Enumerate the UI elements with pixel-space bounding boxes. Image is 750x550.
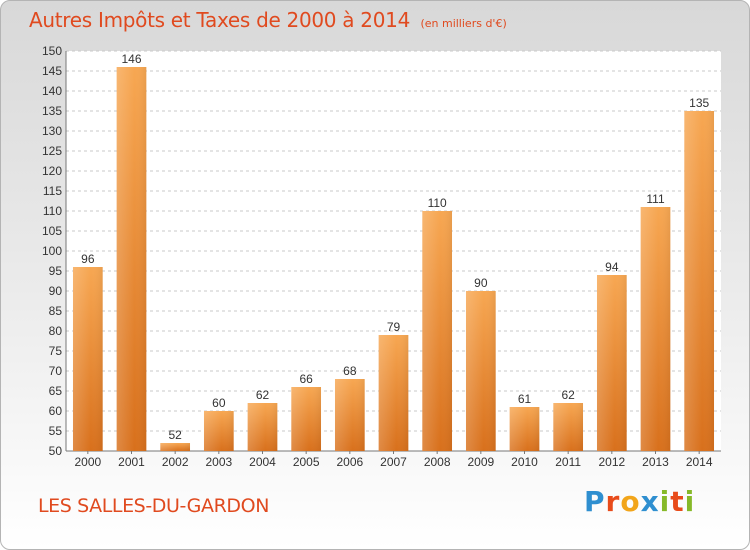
bar-shade xyxy=(596,275,627,451)
data-label: 94 xyxy=(605,260,619,274)
bar-shade xyxy=(465,291,496,451)
y-tick-label: 65 xyxy=(49,384,63,398)
x-tick-label: 2014 xyxy=(686,455,713,469)
bar-shade xyxy=(247,403,278,451)
x-tick-label: 2010 xyxy=(511,455,538,469)
x-tick-label: 2013 xyxy=(642,455,669,469)
bar-shade xyxy=(160,443,191,451)
bar-shade xyxy=(203,411,234,451)
y-tick-label: 145 xyxy=(42,64,62,78)
data-label: 96 xyxy=(81,252,95,266)
chart-title: Autres Impôts et Taxes de 2000 à 2014 xyxy=(29,8,410,32)
bar-shade xyxy=(640,207,671,451)
x-tick-label: 2007 xyxy=(380,455,407,469)
logo-letter: i xyxy=(659,485,671,518)
data-label: 60 xyxy=(212,396,226,410)
title-row: Autres Impôts et Taxes de 2000 à 2014 (e… xyxy=(29,8,507,32)
x-tick-label: 2005 xyxy=(293,455,320,469)
x-tick-label: 2001 xyxy=(118,455,145,469)
y-tick-label: 70 xyxy=(49,364,63,378)
y-tick-label: 75 xyxy=(49,344,63,358)
bar-shade xyxy=(378,335,409,451)
y-tick-label: 110 xyxy=(43,204,62,218)
logo-letter: x xyxy=(640,485,660,518)
logo-letter: o xyxy=(620,485,641,518)
data-label: 52 xyxy=(168,428,182,442)
y-tick-label: 95 xyxy=(49,264,63,278)
x-tick-label: 2000 xyxy=(74,455,101,469)
y-tick-label: 80 xyxy=(49,324,63,338)
y-tick-label: 125 xyxy=(42,144,62,158)
data-label: 79 xyxy=(387,320,401,334)
y-tick-label: 50 xyxy=(49,444,63,458)
y-tick-label: 100 xyxy=(42,244,62,258)
bar-shade xyxy=(334,379,365,451)
x-tick-label: 2008 xyxy=(424,455,451,469)
x-tick-label: 2002 xyxy=(162,455,189,469)
chart-subtitle: (en milliers d'€) xyxy=(420,17,507,30)
bar-shade xyxy=(116,67,147,451)
logo-letter: i xyxy=(684,485,696,518)
data-label: 68 xyxy=(343,364,357,378)
y-tick-label: 150 xyxy=(42,44,62,58)
data-label: 62 xyxy=(561,388,575,402)
data-label: 90 xyxy=(474,276,488,290)
x-tick-label: 2011 xyxy=(555,455,581,469)
data-label: 110 xyxy=(428,196,447,210)
y-tick-label: 60 xyxy=(49,404,63,418)
logo-letter: r xyxy=(605,485,621,518)
y-tick-label: 90 xyxy=(49,284,63,298)
bar-shade xyxy=(291,387,322,451)
x-tick-label: 2009 xyxy=(467,455,494,469)
bar-shade xyxy=(509,407,540,451)
y-tick-label: 135 xyxy=(42,104,62,118)
data-label: 146 xyxy=(121,52,141,66)
y-tick-label: 120 xyxy=(42,164,62,178)
bar-shade xyxy=(553,403,584,451)
logo-letter: t xyxy=(670,485,685,518)
y-tick-label: 130 xyxy=(42,124,62,138)
bar-shade xyxy=(422,211,453,451)
x-tick-label: 2006 xyxy=(336,455,363,469)
bar-shade xyxy=(72,267,103,451)
y-tick-label: 105 xyxy=(42,224,62,238)
logo-letter: P xyxy=(584,485,606,518)
data-label: 62 xyxy=(256,388,270,402)
x-tick-label: 2012 xyxy=(598,455,625,469)
commune-name: LES SALLES-DU-GARDON xyxy=(38,495,270,517)
x-tick-label: 2003 xyxy=(205,455,232,469)
data-label: 61 xyxy=(518,392,532,406)
y-tick-label: 55 xyxy=(49,424,63,438)
proxiti-logo: Proxiti xyxy=(584,485,695,518)
bar-shade xyxy=(684,111,715,451)
y-tick-label: 115 xyxy=(43,184,62,198)
data-label: 66 xyxy=(299,372,313,386)
data-label: 111 xyxy=(646,192,665,206)
data-label: 135 xyxy=(689,96,709,110)
y-tick-label: 85 xyxy=(49,304,63,318)
x-tick-label: 2004 xyxy=(249,455,276,469)
y-tick-label: 140 xyxy=(42,84,62,98)
